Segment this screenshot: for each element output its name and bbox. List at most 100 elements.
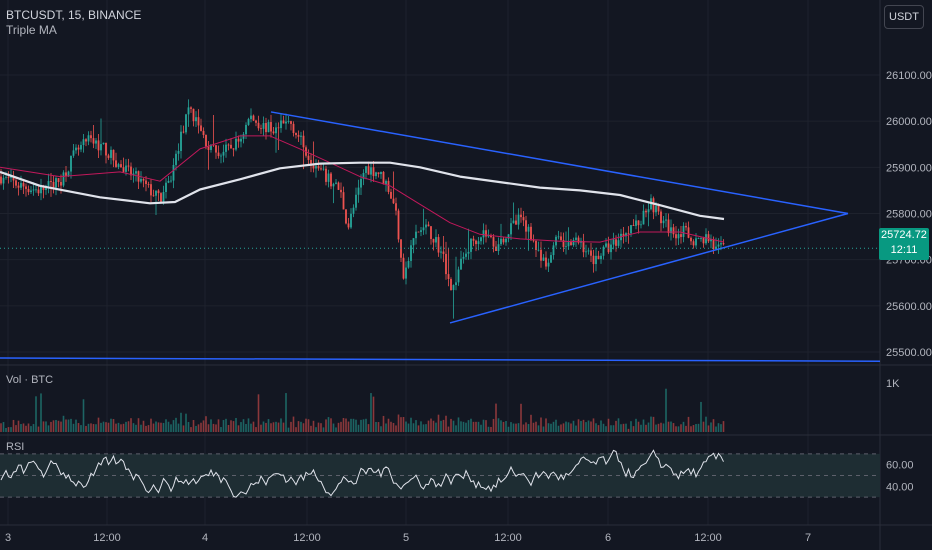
volume-bar — [320, 423, 322, 432]
candle-body — [42, 186, 45, 191]
candle-body — [105, 142, 107, 156]
currency-button[interactable]: USDT — [884, 5, 924, 29]
volume-bar — [630, 421, 632, 432]
volume-bar — [485, 420, 487, 432]
candle-body — [582, 240, 585, 253]
candle-body — [647, 209, 650, 213]
volume-bar — [30, 426, 32, 432]
volume-bar — [610, 425, 612, 432]
candle-body — [300, 135, 302, 137]
candle-body — [227, 144, 230, 146]
volume-bar — [252, 421, 255, 432]
candle-body — [365, 166, 367, 173]
candle-body — [487, 235, 490, 237]
candle-body — [720, 243, 722, 245]
indicator-label[interactable]: Triple MA — [6, 23, 57, 37]
volume-bar — [622, 423, 625, 432]
candle-body — [652, 198, 655, 213]
candle-body — [475, 240, 477, 245]
volume-bar — [212, 423, 215, 432]
volume-bar — [712, 419, 715, 432]
candle-body — [190, 107, 192, 109]
volume-bar — [0, 423, 2, 432]
candle-body — [500, 238, 502, 245]
volume-bar — [337, 422, 340, 432]
volume-bar — [17, 420, 20, 432]
candle-body — [97, 140, 100, 151]
candle-body — [37, 189, 40, 194]
candle-body — [47, 181, 50, 186]
volume-bar — [182, 425, 185, 432]
candle-body — [567, 242, 570, 247]
candle-body — [637, 220, 640, 226]
candle-body — [115, 160, 117, 167]
candle-body — [590, 250, 592, 256]
candle-body — [705, 234, 707, 244]
rsi-pane-label[interactable]: RSI — [6, 441, 25, 453]
volume-bar — [702, 421, 705, 432]
candle-body — [375, 172, 377, 177]
candle-body — [270, 122, 272, 132]
volume-bar — [520, 403, 522, 432]
symbol-label[interactable]: BTCUSDT, 15, BINANCE — [6, 8, 142, 22]
candle-body — [552, 245, 555, 256]
volume-bar — [277, 422, 280, 432]
volume-bar — [342, 417, 345, 432]
candle-body — [262, 123, 265, 129]
volume-bar — [22, 423, 25, 432]
candle-body — [72, 150, 75, 156]
volume-bar — [72, 423, 75, 432]
candle-body — [660, 211, 662, 224]
candle-body — [382, 171, 385, 185]
volume-bar — [225, 418, 227, 432]
volume-bar — [515, 423, 517, 432]
rsi-line — [0, 449, 724, 498]
volume-bar — [697, 423, 700, 432]
candle-body — [520, 214, 522, 218]
volume-bar — [637, 421, 640, 432]
volume-bar — [667, 421, 670, 432]
volume-bar — [652, 416, 655, 432]
candle-body — [615, 239, 617, 246]
candle-body — [515, 220, 517, 225]
candle-body — [35, 189, 37, 191]
candle-body — [627, 233, 630, 235]
volume-bar — [177, 423, 180, 432]
candle-body — [295, 132, 297, 135]
candle-body — [60, 182, 62, 186]
candle-body — [452, 285, 455, 291]
price-tick-label: 25800.00 — [886, 209, 932, 221]
volume-bar — [430, 418, 432, 432]
volume-bar — [550, 423, 552, 432]
candle-body — [152, 195, 155, 197]
volume-bar — [417, 425, 420, 432]
volume-bar — [325, 419, 327, 432]
volume-bar — [222, 420, 225, 432]
candle-body — [450, 278, 452, 291]
volume-bar — [392, 422, 395, 432]
volume-bar — [472, 421, 475, 432]
volume-bar — [510, 422, 512, 432]
volume-bar — [335, 427, 337, 432]
volume-bar — [367, 424, 370, 432]
time-tick-label: 5 — [403, 532, 409, 544]
volume-bar — [567, 422, 570, 432]
volume-bar — [110, 418, 112, 432]
volume-bar — [710, 422, 712, 432]
volume-bar — [5, 427, 7, 432]
volume-bar — [650, 416, 652, 432]
candle-body — [217, 152, 220, 157]
triangle-lower — [449, 212, 849, 324]
candle-body — [290, 121, 292, 124]
candle-body — [632, 225, 635, 226]
candle-body — [87, 135, 90, 142]
candle-body — [140, 179, 142, 182]
candle-body — [540, 249, 542, 261]
volume-bar — [172, 420, 175, 432]
volume-bar — [82, 399, 85, 432]
candle-body — [510, 223, 512, 235]
volume-bar — [95, 424, 97, 432]
volume-pane-label[interactable]: Vol · BTC — [6, 374, 54, 386]
volume-bar — [100, 422, 102, 432]
